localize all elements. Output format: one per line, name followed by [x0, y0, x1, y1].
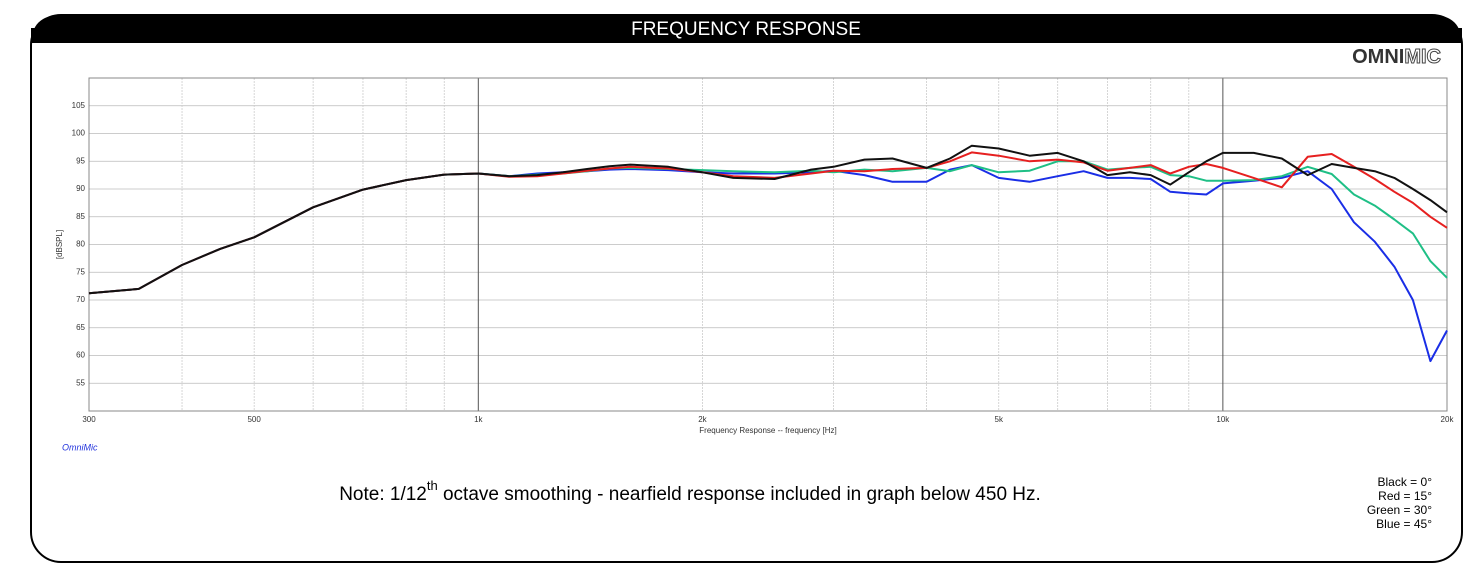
header-band-fill	[31, 28, 1462, 43]
legend-entry: Green = 30°	[1367, 503, 1432, 517]
note-superscript: th	[427, 478, 438, 493]
series-line	[88, 144, 1448, 295]
x-tick-label: 10k	[1216, 415, 1230, 424]
legend-entry: Black = 0°	[1378, 475, 1433, 489]
x-tick-label: 1k	[474, 415, 483, 424]
y-tick-label: 60	[76, 351, 85, 360]
legend-entry: Blue = 45°	[1376, 517, 1432, 531]
y-tick-label: 100	[72, 129, 86, 138]
x-tick-label: 500	[247, 415, 261, 424]
y-tick-label: 90	[76, 184, 85, 193]
watermark: OmniMic	[62, 442, 98, 452]
logo-outline: MIC	[1404, 46, 1441, 68]
y-tick-label: 75	[76, 267, 85, 276]
header-title: FREQUENCY RESPONSE	[631, 19, 861, 40]
y-axis-label: [dBSPL]	[55, 230, 64, 259]
legend-entry: Red = 15°	[1378, 489, 1432, 503]
x-tick-label: 20k	[1441, 415, 1455, 424]
y-tick-label: 95	[76, 156, 85, 165]
x-tick-label: 5k	[995, 415, 1004, 424]
x-tick-label: 300	[82, 415, 96, 424]
note: Note: 1/12th octave smoothing - nearfiel…	[339, 478, 1041, 505]
note-text: octave smoothing - nearfield response in…	[438, 484, 1041, 505]
y-tick-label: 85	[76, 212, 85, 221]
y-tick-label: 70	[76, 295, 85, 304]
y-tick-label: 80	[76, 240, 85, 249]
plot-border	[88, 77, 1448, 412]
x-axis-label: Frequency Response -- frequency [Hz]	[699, 426, 836, 435]
logo-bold: OMNI	[1352, 46, 1404, 68]
y-tick-label: 105	[72, 101, 86, 110]
logo: OMNIMIC	[1352, 46, 1441, 68]
frame	[30, 14, 1463, 563]
x-tick-label: 2k	[698, 415, 707, 424]
note-text: Note: 1/12	[339, 484, 427, 505]
y-tick-label: 55	[76, 378, 85, 387]
y-tick-label: 65	[76, 323, 85, 332]
